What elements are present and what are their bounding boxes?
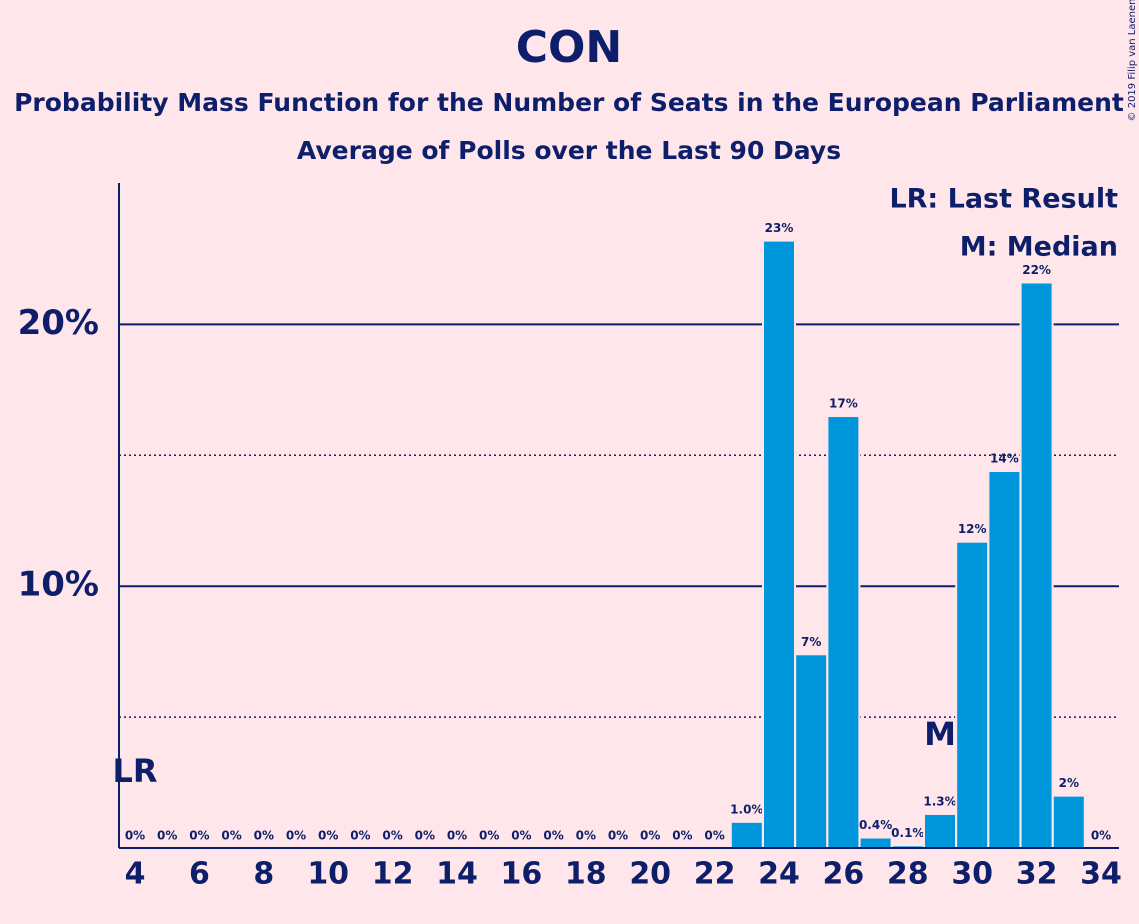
- y-tick-label: 10%: [18, 565, 99, 605]
- x-tick-label: 6: [189, 857, 210, 892]
- value-label: 0%: [254, 829, 274, 843]
- value-label: 0.4%: [859, 818, 892, 832]
- bar: [729, 820, 764, 850]
- value-label: 0%: [318, 829, 338, 843]
- value-label: 0%: [382, 829, 402, 843]
- value-label: 0%: [511, 829, 531, 843]
- value-label: 7%: [801, 635, 821, 649]
- x-tick-label: 4: [125, 857, 146, 892]
- value-label: 1.3%: [923, 794, 956, 808]
- value-label: 0%: [125, 829, 145, 843]
- value-label: 0%: [447, 829, 467, 843]
- bar: [826, 415, 861, 849]
- x-tick-label: 8: [253, 857, 274, 892]
- chart-subtitle: Average of Polls over the Last 90 Days: [297, 136, 841, 165]
- x-tick-label: 24: [758, 857, 800, 892]
- annotation: LR: [112, 752, 157, 790]
- value-label: 0%: [189, 829, 209, 843]
- value-label: 0%: [704, 829, 724, 843]
- value-label: 0%: [286, 829, 306, 843]
- value-label: 0%: [1091, 829, 1111, 843]
- x-tick-label: 12: [372, 857, 414, 892]
- annotation: M: [924, 715, 956, 753]
- value-label: 0%: [415, 829, 435, 843]
- x-tick-label: 20: [629, 857, 671, 892]
- value-label: 17%: [829, 397, 858, 411]
- x-tick-label: 32: [1016, 857, 1058, 892]
- x-tick-label: 14: [436, 857, 478, 892]
- bar: [1019, 281, 1054, 850]
- chart-title: CON: [516, 22, 623, 73]
- value-label: 0.1%: [891, 826, 924, 840]
- bar: [987, 469, 1022, 849]
- x-tick-label: 30: [951, 857, 993, 892]
- chart-subtitle: Probability Mass Function for the Number…: [14, 88, 1124, 117]
- y-tick-label: 20%: [18, 303, 99, 343]
- value-label: 0%: [640, 829, 660, 843]
- value-label: 0%: [350, 829, 370, 843]
- x-tick-label: 10: [307, 857, 349, 892]
- value-label: 0%: [543, 829, 563, 843]
- value-label: 1.0%: [730, 802, 763, 816]
- legend-entry: LR: Last Result: [889, 184, 1118, 215]
- legend-entry: M: Median: [960, 232, 1118, 263]
- value-label: 23%: [765, 221, 794, 235]
- x-tick-label: 16: [501, 857, 543, 892]
- value-label: 0%: [576, 829, 596, 843]
- value-label: 22%: [1022, 263, 1051, 277]
- bar: [858, 836, 893, 850]
- bar: [762, 239, 796, 849]
- bar: [1051, 794, 1086, 850]
- value-label: 14%: [990, 451, 1019, 465]
- copyright: © 2019 Filip van Laenen: [1127, 0, 1138, 121]
- x-tick-label: 18: [565, 857, 607, 892]
- bar: [955, 540, 990, 849]
- value-label: 0%: [157, 829, 177, 843]
- value-label: 0%: [608, 829, 628, 843]
- bar: [794, 653, 829, 849]
- x-tick-label: 28: [887, 857, 929, 892]
- x-tick-label: 26: [823, 857, 865, 892]
- bar: [923, 812, 957, 849]
- value-label: 12%: [958, 522, 987, 536]
- x-tick-label: 34: [1080, 857, 1122, 892]
- value-label: 0%: [672, 829, 692, 843]
- value-label: 0%: [221, 829, 241, 843]
- x-tick-label: 22: [694, 857, 736, 892]
- value-label: 2%: [1059, 776, 1079, 790]
- value-label: 0%: [479, 829, 499, 843]
